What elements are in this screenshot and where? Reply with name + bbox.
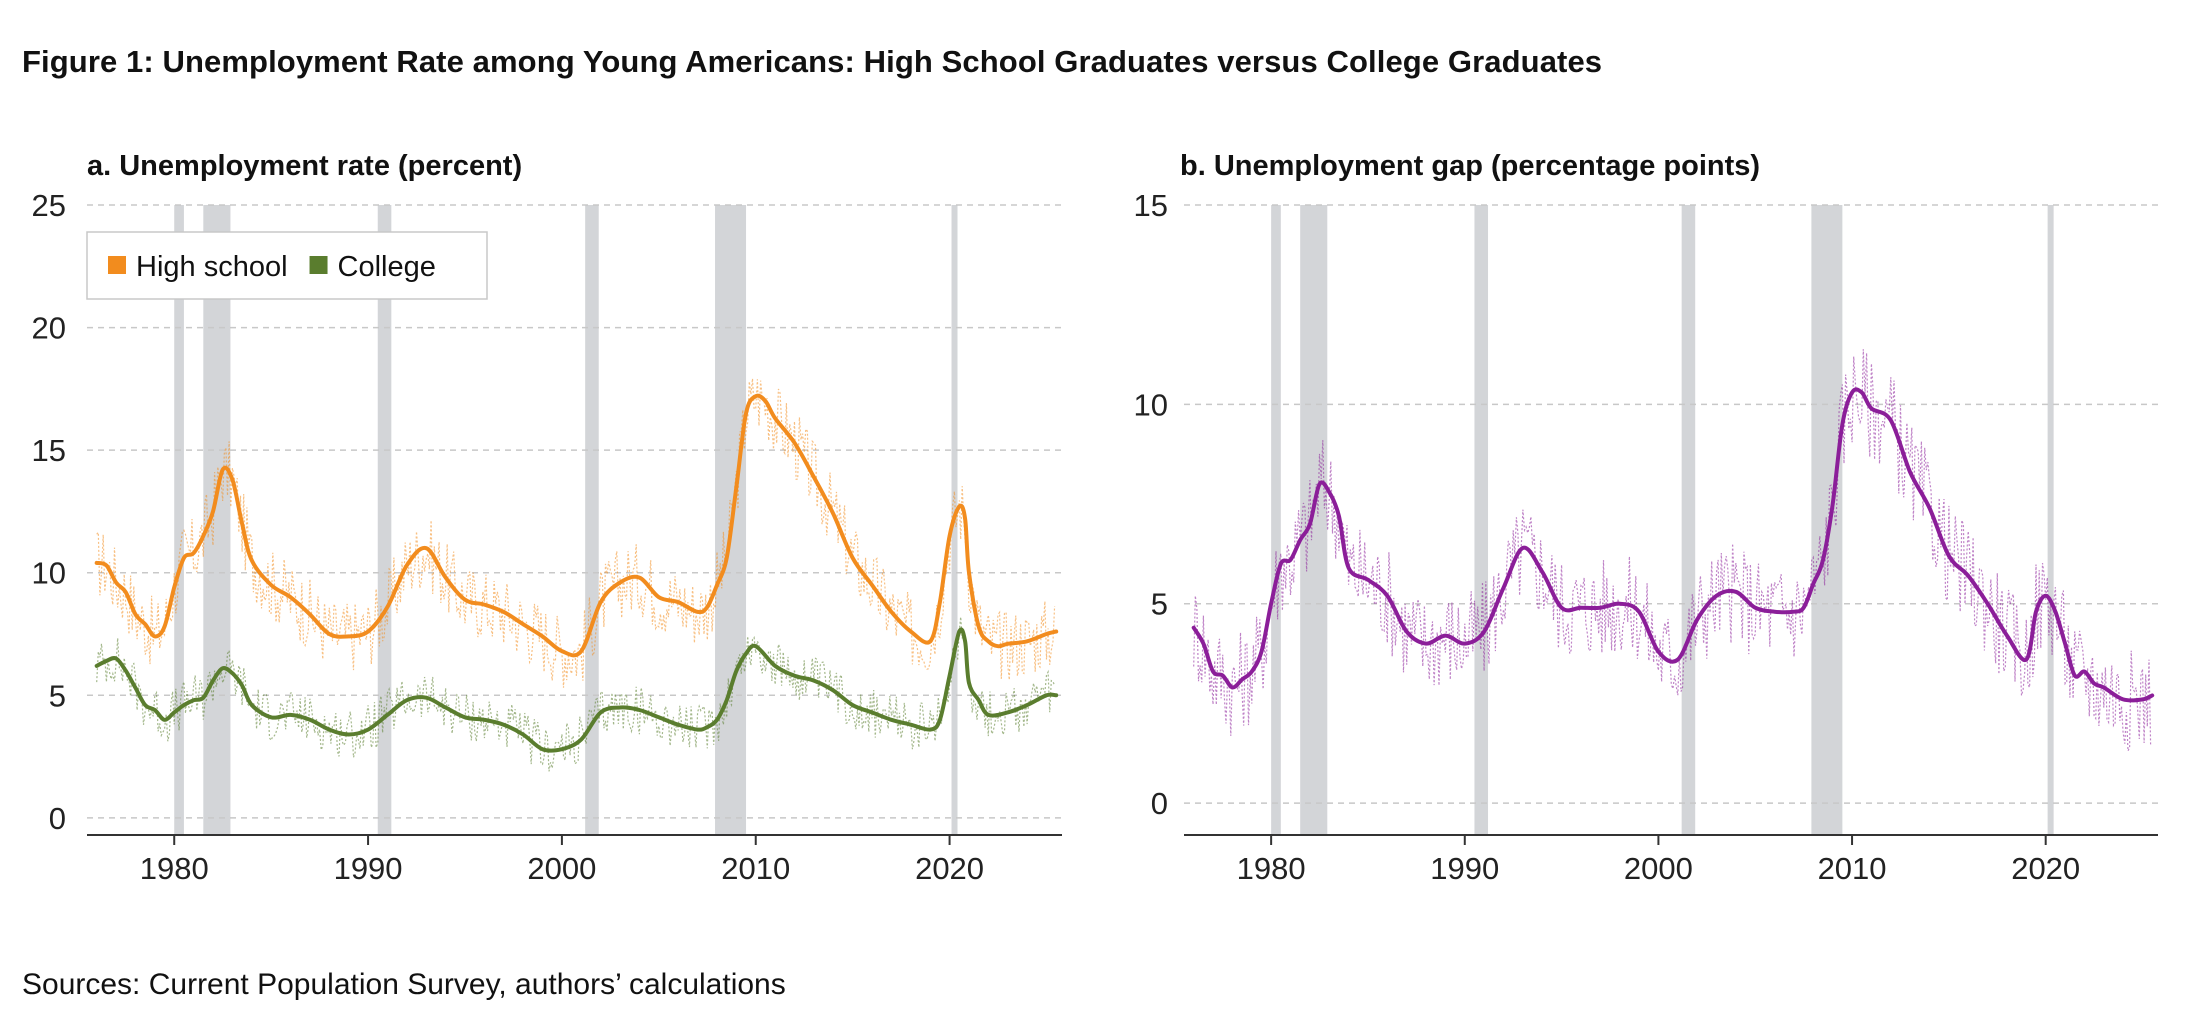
y-tick-label-b-15: 15 xyxy=(1134,188,1168,223)
x-tick-label-b-2010: 2010 xyxy=(1818,851,1887,886)
recession-band-b-4 xyxy=(1681,205,1696,835)
recession-band-a-4 xyxy=(585,205,599,835)
legend-label-2: College xyxy=(338,251,436,283)
y-tick-label-b-0: 0 xyxy=(1151,786,1168,821)
series-a-2-line xyxy=(94,627,1059,753)
x-tick-label-a-2010: 2010 xyxy=(721,851,790,886)
y-tick-label-b-5: 5 xyxy=(1151,587,1168,622)
y-tick-label-b-10: 10 xyxy=(1134,387,1168,422)
panel-b: b. Unemployment gap (percentage points) 0… xyxy=(1134,150,2158,886)
recession-band-a-1 xyxy=(174,205,184,835)
recession-band-b-3 xyxy=(1474,205,1489,835)
y-tick-label-a-25: 25 xyxy=(32,188,66,223)
x-tick-label-a-2000: 2000 xyxy=(527,851,596,886)
x-tick-label-a-1990: 1990 xyxy=(334,851,403,886)
recession-band-b-6 xyxy=(2047,205,2054,835)
series-a-1-monthly-trace xyxy=(96,378,1056,688)
x-tick-label-b-1980: 1980 xyxy=(1237,851,1306,886)
legend: High school College xyxy=(86,231,488,300)
y-tick-label-a-10: 10 xyxy=(32,556,66,591)
legend-swatch-2 xyxy=(309,256,328,274)
legend-label-1: High school xyxy=(136,251,288,283)
recession-band-b-2 xyxy=(1300,205,1328,835)
series-a-1-line xyxy=(94,393,1059,658)
recession-band-b-1 xyxy=(1271,205,1281,835)
series-a-2-monthly-trace xyxy=(96,616,1056,772)
x-tick-label-b-2000: 2000 xyxy=(1624,851,1693,886)
series-b-1-line xyxy=(1191,387,2155,703)
series-b-1-monthly-trace xyxy=(1193,349,2152,752)
x-tick-label-a-2020: 2020 xyxy=(915,851,984,886)
y-tick-label-a-20: 20 xyxy=(32,311,66,346)
recession-band-a-3 xyxy=(377,205,392,835)
y-tick-label-a-0: 0 xyxy=(49,801,66,836)
panel-a-title: a. Unemployment rate (percent) xyxy=(87,150,522,182)
recession-band-b-5 xyxy=(1811,205,1843,835)
panel-b-title: b. Unemployment gap (percentage points) xyxy=(1180,150,1760,182)
x-tick-label-b-1990: 1990 xyxy=(1430,851,1499,886)
y-tick-label-a-15: 15 xyxy=(32,433,66,468)
source-note: Sources: Current Population Survey, auth… xyxy=(22,968,786,1001)
legend-swatch-1 xyxy=(108,256,126,274)
x-tick-label-b-2020: 2020 xyxy=(2011,851,2080,886)
x-tick-label-a-1980: 1980 xyxy=(140,851,209,886)
y-tick-label-a-5: 5 xyxy=(49,678,66,713)
legend-box xyxy=(86,231,488,300)
figure-title: Figure 1: Unemployment Rate among Young … xyxy=(22,44,1603,79)
panel-a: a. Unemployment rate (percent) 0 5 10 15 20 25… xyxy=(32,150,1062,886)
